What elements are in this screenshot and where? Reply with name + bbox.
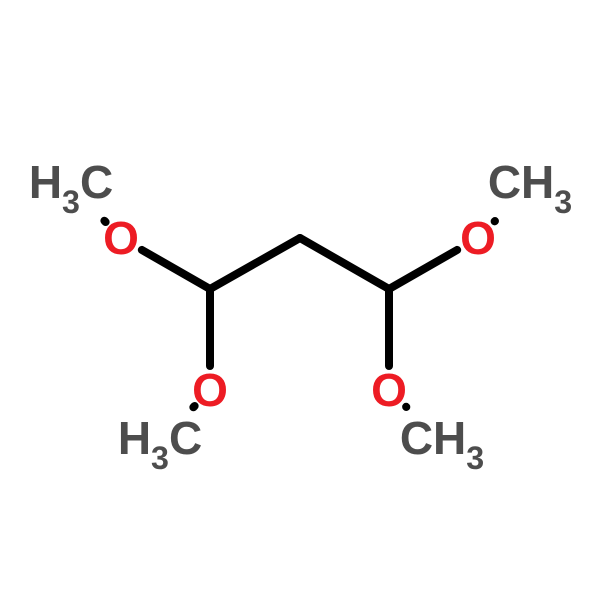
oxygen-atom: O [371,367,407,413]
methyl-group: CH3 [488,159,572,213]
methyl-group: H3C [29,159,113,213]
oxygen-atom: O [103,215,139,261]
oxygen-atom: O [460,215,496,261]
bond [142,250,210,289]
bond [389,250,457,289]
bond [300,238,389,289]
molecule-diagram: OOOOH3CCH3H3CCH3 [0,0,600,600]
methyl-group: H3C [118,415,202,469]
methyl-group: CH3 [400,415,484,469]
oxygen-atom: O [192,367,228,413]
bond [210,238,300,289]
bond-layer [0,0,600,600]
